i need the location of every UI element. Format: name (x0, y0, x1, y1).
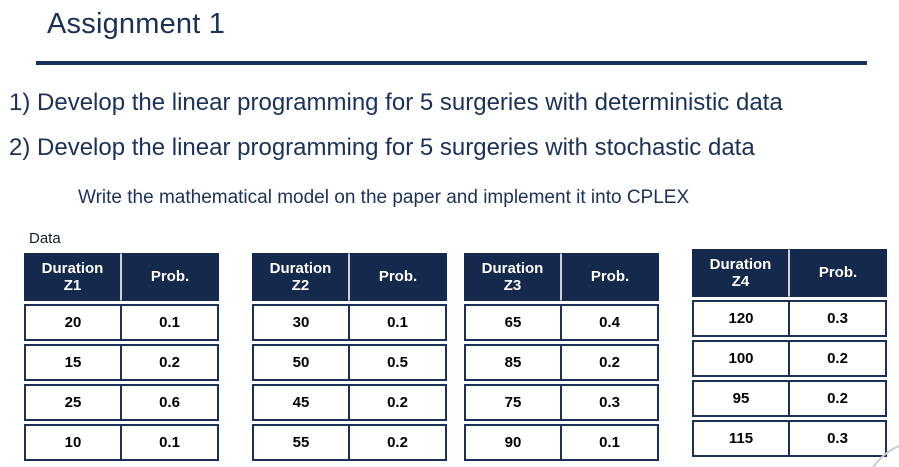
table-row: 75 0.3 (464, 384, 659, 421)
table-row: 100 0.2 (692, 340, 887, 377)
table-cell: 0.3 (789, 420, 887, 457)
table-cell: 0.1 (349, 304, 447, 341)
table-cell: 0.2 (789, 340, 887, 377)
probability-table-z1: Duration Z1 Prob. 20 0.1 15 0.2 25 0.6 10 0.1 (24, 250, 219, 464)
data-section-label: Data (29, 230, 61, 247)
table-body: 20 0.1 15 0.2 25 0.6 10 0.1 (24, 304, 219, 461)
table-cell: 115 (692, 420, 789, 457)
title-underline (36, 61, 867, 65)
page-title: Assignment 1 (47, 8, 226, 40)
table-row: 55 0.2 (252, 424, 447, 461)
duration-header-label: Duration (41, 259, 104, 277)
table-cell: 0.2 (349, 384, 447, 421)
duration-column-header: Duration Z2 (252, 253, 349, 301)
probability-table-z2: Duration Z2 Prob. 30 0.1 50 0.5 45 0.2 55 0.2 (252, 250, 447, 464)
table-row: 115 0.3 (692, 420, 887, 457)
table-cell: 0.2 (349, 424, 447, 461)
table-cell: 20 (24, 304, 121, 341)
instruction-note: Write the mathematical model on the pape… (78, 187, 690, 208)
task-item-1: 1) Develop the linear programming for 5 … (9, 89, 783, 116)
probability-table-z4: Duration Z4 Prob. 120 0.3 100 0.2 95 0.2 115 0.… (692, 246, 887, 460)
table-cell: 75 (464, 384, 561, 421)
table-row: 20 0.1 (24, 304, 219, 341)
duration-column-header: Duration Z1 (24, 253, 121, 301)
table-cell: 25 (24, 384, 121, 421)
table-cell: 95 (692, 380, 789, 417)
table-body: 120 0.3 100 0.2 95 0.2 115 0.3 (692, 300, 887, 457)
table-cell: 90 (464, 424, 561, 461)
table-cell: 0.1 (561, 424, 659, 461)
table-row: 15 0.2 (24, 344, 219, 381)
table-row: 120 0.3 (692, 300, 887, 337)
table-cell: 0.6 (121, 384, 219, 421)
table-cell: 85 (464, 344, 561, 381)
probability-table-z3: Duration Z3 Prob. 65 0.4 85 0.2 75 0.3 90 0.1 (464, 250, 659, 464)
table-row: 65 0.4 (464, 304, 659, 341)
table-cell: 50 (252, 344, 349, 381)
table-cell: 0.1 (121, 304, 219, 341)
table-row: 90 0.1 (464, 424, 659, 461)
prob-column-header: Prob. (121, 253, 219, 301)
table-cell: 10 (24, 424, 121, 461)
duration-header-label: Duration (481, 259, 544, 277)
duration-header-label: Duration (709, 255, 772, 273)
table-cell: 55 (252, 424, 349, 461)
zone-header-label: Z2 (291, 277, 310, 294)
table-row: 50 0.5 (252, 344, 447, 381)
table-header-row: Duration Z4 Prob. (692, 249, 887, 297)
table-row: 45 0.2 (252, 384, 447, 421)
task-item-2: 2) Develop the linear programming for 5 … (9, 134, 755, 161)
table-row: 95 0.2 (692, 380, 887, 417)
table-cell: 100 (692, 340, 789, 377)
table-cell: 30 (252, 304, 349, 341)
table-row: 10 0.1 (24, 424, 219, 461)
table-cell: 0.5 (349, 344, 447, 381)
table-row: 25 0.6 (24, 384, 219, 421)
table-header-row: Duration Z2 Prob. (252, 253, 447, 301)
table-cell: 0.3 (789, 300, 887, 337)
zone-header-label: Z1 (63, 277, 82, 294)
table-cell: 0.2 (561, 344, 659, 381)
table-body: 30 0.1 50 0.5 45 0.2 55 0.2 (252, 304, 447, 461)
table-cell: 0.4 (561, 304, 659, 341)
prob-column-header: Prob. (561, 253, 659, 301)
table-cell: 15 (24, 344, 121, 381)
duration-column-header: Duration Z4 (692, 249, 789, 297)
table-header-row: Duration Z3 Prob. (464, 253, 659, 301)
prob-column-header: Prob. (789, 249, 887, 297)
table-cell: 65 (464, 304, 561, 341)
table-row: 85 0.2 (464, 344, 659, 381)
zone-header-label: Z3 (503, 277, 522, 294)
prob-column-header: Prob. (349, 253, 447, 301)
table-cell: 0.3 (561, 384, 659, 421)
duration-header-label: Duration (269, 259, 332, 277)
table-header-row: Duration Z1 Prob. (24, 253, 219, 301)
table-cell: 120 (692, 300, 789, 337)
duration-column-header: Duration Z3 (464, 253, 561, 301)
table-cell: 0.1 (121, 424, 219, 461)
table-row: 30 0.1 (252, 304, 447, 341)
table-cell: 0.2 (121, 344, 219, 381)
table-cell: 45 (252, 384, 349, 421)
table-body: 65 0.4 85 0.2 75 0.3 90 0.1 (464, 304, 659, 461)
zone-header-label: Z4 (731, 273, 750, 290)
table-cell: 0.2 (789, 380, 887, 417)
